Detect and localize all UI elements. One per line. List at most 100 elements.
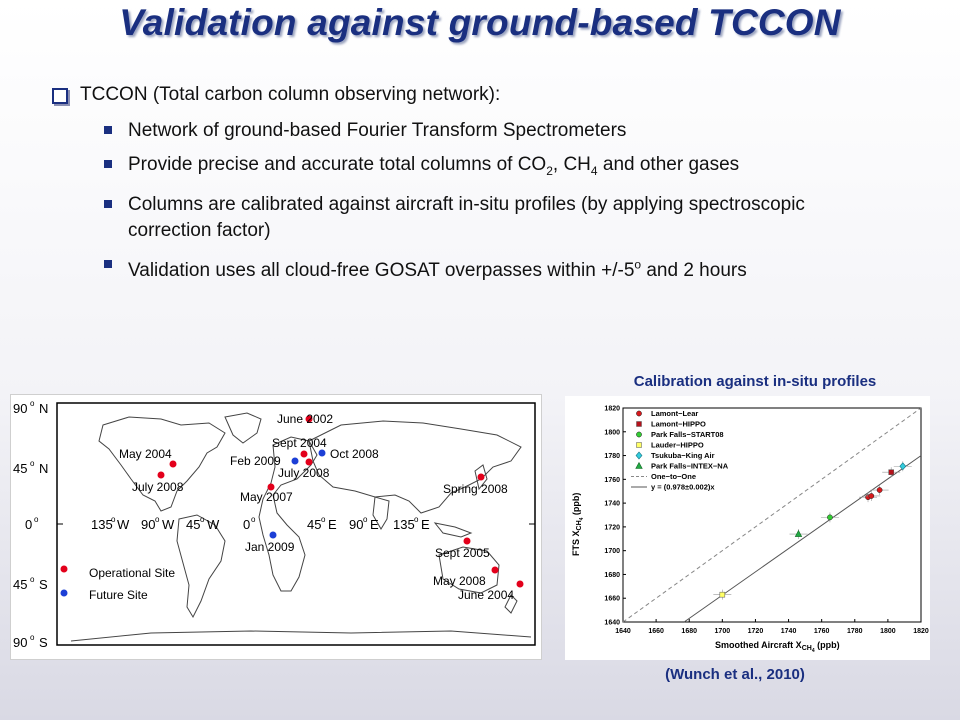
site-label: June 2002 [277, 412, 333, 426]
bullet-tccon: TCCON (Total carbon column observing net… [52, 82, 852, 108]
degree-mark: o [321, 515, 326, 524]
legend-label: y = (0.978±0.002)x [651, 483, 715, 492]
longitude-labels: 135 o W 90 o W 45 o W 0 o 45 o E 90 o E … [91, 515, 430, 532]
axis-ticks: 1640 1660 1680 1700 1720 1740 1760 1780 1800 1820… [604, 406, 928, 636]
degree-mark: o [155, 515, 160, 524]
bullet-text: Network of ground-based Fourier Transfor… [128, 120, 627, 141]
future-site-marker [291, 457, 299, 465]
operational-site-marker [305, 458, 313, 466]
x-tick-label: 1760 [814, 628, 830, 635]
continent-outlines [70, 412, 532, 642]
lat-label: S [39, 577, 48, 592]
x-tick-label: 1740 [781, 628, 797, 635]
data-point [888, 469, 894, 475]
legend-marker [636, 421, 642, 427]
x-tick-label: 1720 [748, 628, 764, 635]
citation: (Wunch et al., 2010) [665, 666, 805, 683]
site-label: July 2008 [278, 466, 330, 480]
bullet-text: Columns are calibrated against aircraft … [128, 193, 805, 241]
lon-label: 135 [91, 517, 113, 532]
bullet-network: Network of ground-based Fourier Transfor… [52, 118, 852, 144]
legend-label: One−to−One [651, 472, 696, 481]
square-bullet-icon [104, 126, 112, 134]
site-label: May 2008 [433, 574, 486, 588]
data-point [868, 493, 875, 499]
x-tick-label: 1800 [880, 628, 896, 635]
site-label: Sept 2005 [435, 546, 490, 560]
x-tick-label: 1700 [715, 628, 731, 635]
bullet-calibrated: Columns are calibrated against aircraft … [52, 192, 852, 244]
operational-legend-marker [60, 565, 68, 573]
legend-label: Lamont−HIPPO [651, 420, 706, 429]
operational-site-marker [267, 483, 275, 491]
operational-site-marker [516, 580, 524, 588]
legend-label: Operational Site [89, 566, 175, 580]
site-labels: June 2002 Sept 2004 May 2004 Feb 2009 Oc… [119, 412, 514, 602]
site-label: May 2007 [240, 490, 293, 504]
data-point [827, 514, 833, 521]
lat-label: 45 [13, 461, 27, 476]
future-site-marker [269, 531, 277, 539]
lon-label: 45 [307, 517, 321, 532]
bullet-text: Validation uses all cloud-free GOSAT ove… [128, 257, 747, 282]
site-markers [157, 415, 524, 588]
y-tick-label: 1820 [604, 406, 620, 413]
site-label: Spring 2008 [443, 482, 508, 496]
slide-title: Validation against ground-based TCCON [119, 2, 841, 43]
y-tick-label: 1700 [604, 548, 620, 555]
future-site-marker [318, 449, 326, 457]
bullet-text: TCCON (Total carbon column observing net… [80, 84, 501, 105]
bullet-columns: Provide precise and accurate total colum… [52, 152, 852, 184]
site-label: Feb 2009 [230, 454, 281, 468]
legend-label: Park Falls−START08 [651, 430, 724, 439]
checkbox-bullet-icon [52, 88, 68, 104]
x-tick-label: 1680 [681, 628, 697, 635]
operational-site-marker [305, 415, 313, 423]
lon-label: W [117, 517, 130, 532]
data-point [794, 529, 803, 537]
square-bullet-icon [104, 199, 112, 208]
calibration-scatter-plot: 1640 1660 1680 1700 1720 1740 1760 1780 1800 1820… [571, 406, 929, 655]
lat-label: N [39, 401, 48, 416]
lon-label: 90 [141, 517, 155, 532]
data-points [713, 461, 912, 600]
one-to-one-line [622, 407, 922, 623]
operational-site-marker [300, 450, 308, 458]
legend-label: Tsukuba−King Air [651, 451, 715, 460]
site-label: May 2004 [119, 447, 172, 461]
degree-mark: o [111, 515, 116, 524]
site-label: Oct 2008 [330, 447, 379, 461]
data-point [876, 487, 883, 493]
y-tick-label: 1740 [604, 501, 620, 508]
bullet-list: TCCON (Total carbon column observing net… [52, 82, 852, 292]
degree-mark: o [30, 459, 35, 468]
lat-label: S [39, 635, 48, 650]
operational-site-marker [169, 460, 177, 468]
lon-label: E [421, 517, 430, 532]
lon-label: E [328, 517, 337, 532]
lon-label: 135 [393, 517, 415, 532]
site-label: Sept 2004 [272, 436, 327, 450]
lon-label: E [370, 517, 379, 532]
legend-label: Lamont−Lear [651, 409, 698, 418]
lon-label: W [207, 517, 220, 532]
y-tick-label: 1720 [604, 524, 620, 531]
y-tick-label: 1800 [604, 429, 620, 436]
y-tick-label: 1680 [604, 572, 620, 579]
lat-label: 0 [25, 517, 32, 532]
lat-label: 90 [13, 635, 27, 650]
degree-mark: o [34, 515, 39, 524]
data-point [899, 462, 907, 471]
lon-label: W [162, 517, 175, 532]
degree-mark: o [200, 515, 205, 524]
y-tick-label: 1780 [604, 453, 620, 460]
latitude-labels: 90 o N 45 o N 0 o 45 o S 90 o S [13, 399, 48, 650]
bullet-text: Provide precise and accurate total colum… [128, 154, 740, 178]
y-tick-label: 1640 [604, 620, 620, 627]
y-axis-label: FTS XCH4 (ppb) [571, 493, 585, 556]
legend-marker [635, 461, 643, 469]
calibration-chart: 1640 1660 1680 1700 1720 1740 1760 1780 1800 1820… [565, 396, 930, 660]
site-label: July 2008 [132, 480, 184, 494]
x-tick-label: 1780 [847, 628, 863, 635]
